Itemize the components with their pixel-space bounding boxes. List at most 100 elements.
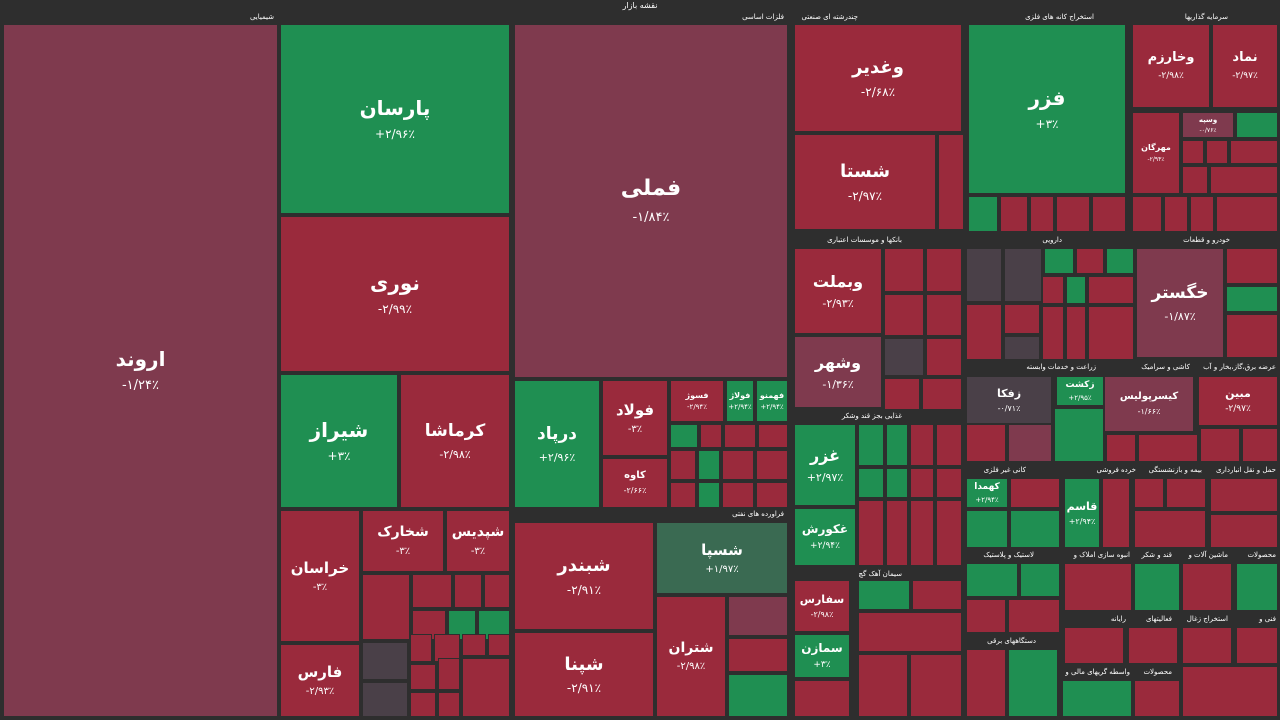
stock-tile[interactable] bbox=[1044, 248, 1074, 274]
stock-tile[interactable]: شپنا -۲/۹۱٪ bbox=[514, 632, 654, 717]
stock-tile[interactable] bbox=[884, 378, 920, 410]
stock-tile[interactable]: فولاژ +۲/۹۴٪ bbox=[726, 380, 754, 422]
stock-tile[interactable] bbox=[438, 658, 460, 690]
stock-tile[interactable] bbox=[1210, 514, 1278, 548]
stock-tile[interactable] bbox=[724, 424, 756, 448]
stock-tile[interactable]: وبملت -۲/۹۳٪ bbox=[794, 248, 882, 334]
stock-tile[interactable]: مهرگان -۲/۹۴٪ bbox=[1132, 112, 1180, 194]
stock-tile[interactable] bbox=[910, 500, 934, 566]
stock-tile[interactable]: وشهر -۱/۳۶٪ bbox=[794, 336, 882, 408]
stock-tile[interactable]: پارسان +۲/۹۶٪ bbox=[280, 24, 510, 214]
stock-tile[interactable] bbox=[1236, 627, 1278, 664]
stock-tile[interactable]: وغدیر -۲/۶۸٪ bbox=[794, 24, 962, 132]
stock-tile[interactable] bbox=[1226, 314, 1278, 358]
stock-tile[interactable] bbox=[1132, 196, 1162, 232]
stock-tile[interactable] bbox=[412, 574, 452, 608]
stock-tile[interactable] bbox=[1088, 306, 1134, 360]
stock-tile[interactable] bbox=[910, 424, 934, 466]
stock-tile[interactable] bbox=[858, 654, 908, 717]
stock-tile[interactable] bbox=[1056, 196, 1090, 232]
stock-tile[interactable] bbox=[362, 682, 408, 717]
stock-tile[interactable] bbox=[884, 248, 924, 292]
stock-tile[interactable]: نماد -۲/۹۷٪ bbox=[1212, 24, 1278, 108]
stock-tile[interactable] bbox=[858, 468, 884, 498]
stock-tile[interactable] bbox=[1134, 680, 1180, 717]
stock-tile[interactable]: خگستر -۱/۸۷٪ bbox=[1136, 248, 1224, 358]
stock-tile[interactable] bbox=[1010, 478, 1060, 508]
stock-tile[interactable] bbox=[966, 424, 1006, 462]
stock-tile[interactable] bbox=[1042, 276, 1064, 304]
stock-tile[interactable] bbox=[1000, 196, 1028, 232]
stock-tile[interactable] bbox=[966, 510, 1008, 548]
stock-tile[interactable] bbox=[728, 674, 788, 717]
stock-tile[interactable] bbox=[936, 468, 962, 498]
stock-tile[interactable] bbox=[1106, 248, 1134, 274]
stock-tile[interactable] bbox=[698, 450, 720, 480]
stock-tile[interactable] bbox=[698, 482, 720, 508]
stock-tile[interactable] bbox=[1216, 196, 1278, 232]
stock-tile[interactable] bbox=[1004, 304, 1040, 334]
stock-tile[interactable] bbox=[1062, 680, 1132, 717]
stock-tile[interactable] bbox=[410, 664, 436, 690]
stock-tile[interactable] bbox=[462, 658, 510, 717]
stock-tile[interactable] bbox=[1010, 510, 1060, 548]
stock-tile[interactable]: زکشت +۲/۹۵٪ bbox=[1056, 376, 1104, 406]
stock-tile[interactable]: وسپه -۰/۷۶٪ bbox=[1182, 112, 1234, 138]
stock-tile[interactable]: کهمدا +۲/۹۴٪ bbox=[966, 478, 1008, 508]
stock-tile[interactable] bbox=[1236, 112, 1278, 138]
stock-tile[interactable] bbox=[670, 424, 698, 448]
stock-tile[interactable] bbox=[1064, 627, 1124, 664]
stock-tile[interactable] bbox=[1008, 649, 1058, 717]
stock-tile[interactable]: شسپا +۱/۹۷٪ bbox=[656, 522, 788, 594]
stock-tile[interactable]: سفارس -۲/۹۸٪ bbox=[794, 580, 850, 632]
stock-tile[interactable] bbox=[1030, 196, 1054, 232]
stock-tile[interactable] bbox=[1230, 140, 1278, 164]
stock-tile[interactable] bbox=[1134, 510, 1206, 548]
stock-tile[interactable]: قاسم +۲/۹۴٪ bbox=[1064, 478, 1100, 548]
stock-tile[interactable] bbox=[886, 500, 908, 566]
stock-tile[interactable]: سمازن +۳٪ bbox=[794, 634, 850, 678]
stock-tile[interactable]: زفکا -۰/۷۱٪ bbox=[966, 376, 1052, 424]
stock-tile[interactable] bbox=[926, 338, 962, 376]
stock-tile[interactable] bbox=[454, 574, 482, 608]
stock-tile[interactable] bbox=[1128, 627, 1178, 664]
stock-tile[interactable] bbox=[966, 599, 1006, 633]
stock-tile[interactable] bbox=[462, 634, 486, 656]
stock-tile[interactable] bbox=[410, 692, 436, 717]
stock-tile[interactable] bbox=[1210, 166, 1278, 194]
stock-tile[interactable] bbox=[1164, 196, 1188, 232]
stock-tile[interactable]: شستا -۲/۹۷٪ bbox=[794, 134, 936, 230]
stock-tile[interactable] bbox=[1182, 666, 1278, 717]
stock-tile[interactable] bbox=[1088, 276, 1134, 304]
stock-tile[interactable] bbox=[1134, 478, 1164, 508]
stock-tile[interactable] bbox=[722, 450, 754, 480]
stock-tile[interactable] bbox=[1182, 140, 1204, 164]
stock-tile[interactable] bbox=[1004, 336, 1040, 360]
stock-tile[interactable]: درپاد +۲/۹۶٪ bbox=[514, 380, 600, 508]
stock-tile[interactable] bbox=[1008, 599, 1060, 633]
stock-tile[interactable] bbox=[858, 612, 962, 652]
stock-tile[interactable] bbox=[1004, 248, 1042, 302]
stock-tile[interactable] bbox=[1102, 478, 1130, 548]
stock-tile[interactable] bbox=[938, 134, 964, 230]
stock-tile[interactable] bbox=[1066, 306, 1086, 360]
stock-tile[interactable] bbox=[1190, 196, 1214, 232]
stock-tile[interactable] bbox=[1064, 563, 1132, 611]
stock-tile[interactable] bbox=[912, 580, 962, 610]
stock-tile[interactable] bbox=[728, 638, 788, 672]
stock-tile[interactable]: فولاد -۳٪ bbox=[602, 380, 668, 456]
stock-tile[interactable] bbox=[1200, 428, 1240, 462]
stock-tile[interactable] bbox=[756, 450, 788, 480]
stock-tile[interactable] bbox=[362, 574, 410, 640]
stock-tile[interactable] bbox=[1092, 196, 1126, 232]
stock-tile[interactable] bbox=[886, 468, 908, 498]
stock-tile[interactable] bbox=[670, 450, 696, 480]
stock-tile[interactable] bbox=[1182, 166, 1208, 194]
stock-tile[interactable]: فملی -۱/۸۴٪ bbox=[514, 24, 788, 378]
stock-tile[interactable] bbox=[1076, 248, 1104, 274]
stock-tile[interactable] bbox=[410, 634, 432, 662]
stock-tile[interactable]: خراسان -۳٪ bbox=[280, 510, 360, 642]
stock-tile[interactable] bbox=[1226, 286, 1278, 312]
stock-tile[interactable] bbox=[858, 424, 884, 466]
stock-tile[interactable] bbox=[966, 563, 1018, 597]
